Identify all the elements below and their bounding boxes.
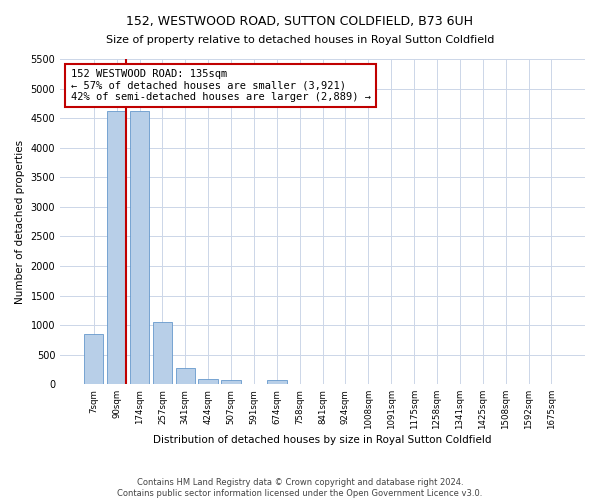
Text: Contains HM Land Registry data © Crown copyright and database right 2024.
Contai: Contains HM Land Registry data © Crown c… (118, 478, 482, 498)
Bar (130, 111, 149, 384)
Bar (84, 334, 103, 384)
Text: Size of property relative to detached houses in Royal Sutton Coldfield: Size of property relative to detached ho… (106, 35, 494, 45)
Bar (199, 380, 218, 384)
Y-axis label: Number of detached properties: Number of detached properties (15, 140, 25, 304)
Bar (176, 368, 195, 384)
Text: 152 WESTWOOD ROAD: 135sqm
← 57% of detached houses are smaller (3,921)
42% of se: 152 WESTWOOD ROAD: 135sqm ← 57% of detac… (71, 69, 371, 102)
X-axis label: Distribution of detached houses by size in Royal Sutton Coldfield: Distribution of detached houses by size … (154, 435, 492, 445)
Bar (267, 380, 287, 384)
Bar (221, 380, 241, 384)
Bar (107, 111, 127, 384)
Text: 152, WESTWOOD ROAD, SUTTON COLDFIELD, B73 6UH: 152, WESTWOOD ROAD, SUTTON COLDFIELD, B7… (127, 15, 473, 28)
Bar (152, 322, 172, 384)
